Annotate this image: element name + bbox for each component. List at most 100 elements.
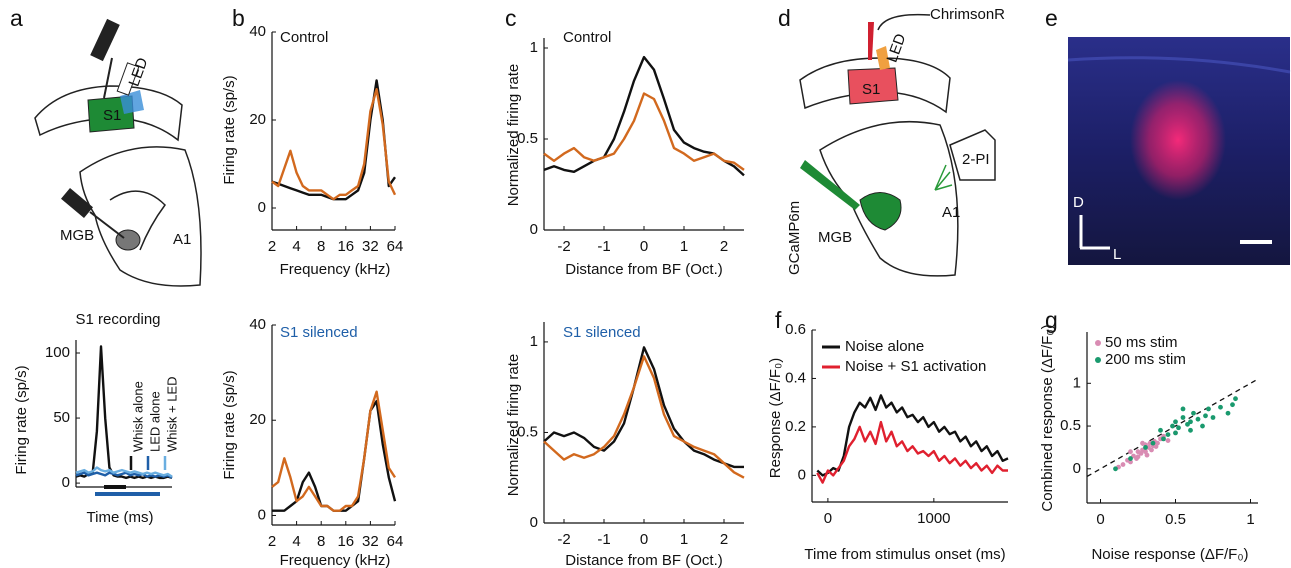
scatter-point [1233, 396, 1238, 402]
x-axis-label: Distance from BF (Oct.) [565, 552, 723, 568]
scatter-point [1161, 436, 1166, 442]
x-tick-label: 4 [292, 533, 300, 550]
scatter-point [1135, 454, 1141, 460]
led-light [876, 46, 890, 70]
y-tick-label: 0 [62, 474, 70, 491]
scatter-point [1188, 419, 1193, 425]
x-axis-label: Distance from BF (Oct.) [565, 261, 723, 278]
panel-letter: f [775, 307, 782, 333]
y-tick-label: 0.5 [517, 423, 538, 440]
data-line [543, 55, 745, 177]
diagram-label: S1 [862, 81, 880, 98]
data-line [543, 346, 744, 469]
y-axis-label: Firing rate (sp/s) [13, 365, 30, 474]
scatter-point [1149, 447, 1154, 453]
diagram-a: LED S1 A1 MGB [34, 18, 202, 496]
diagram-label: GCaMP6m [786, 201, 803, 275]
orientation-label: L [1113, 246, 1121, 263]
orientation-label: D [1073, 194, 1084, 211]
probe [61, 187, 93, 219]
y-tick-label: 1 [530, 333, 538, 350]
panel-letter: g [1045, 307, 1058, 333]
scatter-point [1191, 410, 1196, 416]
data-line [272, 400, 397, 512]
scatter-point [1128, 459, 1133, 465]
scatter-point [1225, 410, 1231, 416]
y-axis-label: Combined response (ΔF/F₀) [1039, 324, 1056, 511]
annotation: Control [280, 29, 328, 46]
y-tick-label: 0.6 [785, 321, 806, 338]
virus-pipette [868, 22, 874, 60]
scatter-point [1230, 402, 1235, 408]
y-tick-label: 40 [249, 23, 266, 40]
x-tick-label: 4 [292, 238, 300, 255]
scatter-point [1165, 432, 1171, 437]
legend-label: Whisk alone [130, 381, 145, 452]
legend-label: 200 ms stim [1105, 351, 1186, 368]
x-axis-label: Frequency (kHz) [280, 261, 391, 278]
x-tick-label: 64 [387, 533, 404, 550]
y-axis-label: Response (ΔF/F₀) [767, 358, 784, 478]
scatter-point [1173, 430, 1178, 436]
diagram-label: LED [126, 55, 152, 88]
brain-structure [109, 190, 166, 251]
brain-outline [79, 146, 202, 287]
x-tick-label: -1 [597, 238, 610, 255]
diagram-label: A1 [942, 204, 960, 221]
y-tick-label: 0 [1073, 460, 1081, 477]
y-tick-label: 0.5 [1060, 417, 1081, 434]
stim-bar [95, 492, 160, 496]
legend-label: Noise + S1 activation [845, 358, 986, 375]
legend-label: LED alone [147, 391, 162, 452]
data-line [75, 466, 173, 478]
y-tick-label: 0 [258, 199, 266, 216]
x-axis-label: Time (ms) [87, 509, 154, 526]
scatter-point [1150, 440, 1156, 446]
led-fiber [116, 62, 140, 96]
scatter-point [1176, 425, 1181, 431]
x-tick-label: 32 [362, 238, 379, 255]
data-line [543, 92, 745, 171]
x-tick-label: 16 [337, 533, 354, 550]
x-tick-label: 1 [1246, 511, 1254, 528]
scatter-point [1188, 427, 1193, 433]
y-tick-label: 0 [530, 514, 538, 531]
brain-outline [34, 85, 183, 142]
scatter-point [1203, 413, 1208, 419]
scatter-point [1165, 438, 1171, 443]
legend-label: 50 ms stim [1105, 334, 1178, 351]
scatter-point [1144, 452, 1150, 458]
scatter-point [1143, 445, 1148, 450]
y-tick-label: 0 [258, 506, 266, 523]
x-axis-label: Frequency (kHz) [280, 552, 391, 568]
x-tick-label: 2 [720, 238, 728, 255]
data-line [816, 420, 1008, 484]
led-light [120, 90, 144, 114]
diagram-label: 2-PI [962, 151, 990, 168]
scatter-point [1113, 466, 1118, 472]
x-tick-label: 2 [268, 238, 276, 255]
y-axis-label: Firing rate (sp/s) [221, 370, 238, 479]
scatter-point [1180, 406, 1186, 412]
data-line [271, 390, 397, 512]
diagram-label: MGB [818, 229, 852, 246]
scatter-point [1128, 456, 1133, 461]
y-tick-label: 0 [530, 221, 538, 238]
legend-swatch [1095, 357, 1101, 363]
histology-image: D L [1067, 37, 1291, 265]
diagram-label: S1 [103, 107, 121, 124]
annotation: S1 silenced [280, 324, 358, 341]
data-line [543, 355, 745, 479]
y-axis-label: Firing rate (sp/s) [221, 75, 238, 184]
y-tick-label: 0.4 [785, 369, 806, 386]
scatter-point [1210, 415, 1216, 420]
scatter-point [1218, 404, 1223, 410]
y-tick-label: 20 [249, 111, 266, 128]
x-tick-label: 16 [337, 238, 354, 255]
scatter-point [1173, 419, 1178, 425]
y-axis-label: Normalized firing rate [505, 354, 522, 497]
x-tick-label: -2 [557, 238, 570, 255]
probe-shank [89, 211, 125, 239]
y-tick-label: 0 [798, 466, 806, 483]
panel-letter: e [1045, 5, 1058, 31]
